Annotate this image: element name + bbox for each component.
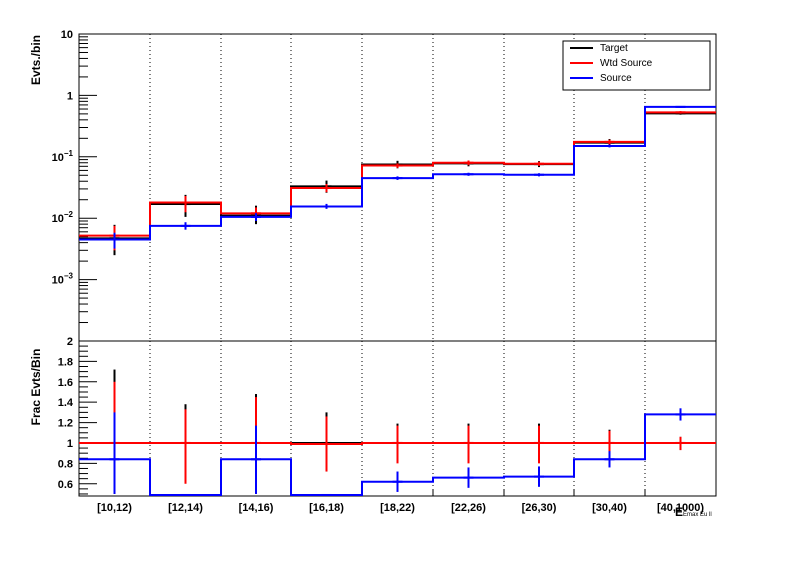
top-series-wtd-source	[79, 111, 716, 237]
bottom-y-tick-label: 1.6	[58, 377, 73, 389]
bottom-y-tick-label: 1.2	[58, 418, 73, 430]
bottom-y-tick-label: 1.8	[58, 356, 73, 368]
x-tick-label: [40,1000)	[657, 502, 704, 514]
bottom-y-tick-label: 0.6	[58, 479, 73, 491]
x-tick-label: [26,30)	[522, 502, 557, 514]
top-series-source	[79, 105, 716, 241]
bottom-y-tick-label: 0.8	[58, 458, 73, 470]
legend: Target Wtd Source Source	[562, 40, 711, 91]
x-axis-title-subscript: Emax Eu ll	[683, 512, 712, 518]
top-y-tick-label: 10	[61, 29, 73, 41]
bottom-y-tick-label: 2	[67, 336, 73, 348]
top-series-target	[79, 112, 716, 240]
bottom-series-wtd-source	[79, 441, 716, 445]
legend-label-source: Source	[600, 73, 632, 84]
x-tick-label: [12,14)	[168, 502, 203, 514]
top-y-axis: 10 1 10−1 10−2 10−3	[52, 29, 97, 342]
bottom-y-tick-label: 1.4	[58, 397, 74, 409]
top-y-tick-label: 10−2	[52, 210, 74, 225]
x-tick-label: [22,26)	[451, 502, 486, 514]
x-tick-label: [30,40)	[592, 502, 627, 514]
x-axis-title: E	[675, 505, 683, 519]
bottom-y-axis-title: Frac Evts/Bin	[29, 349, 43, 426]
x-tick-label: [14,16)	[239, 502, 274, 514]
top-y-axis-title: Evts./bin	[29, 35, 43, 85]
bottom-series	[79, 369, 716, 496]
x-tick-label: [16,18)	[309, 502, 344, 514]
bottom-y-tick-label: 1	[67, 438, 73, 450]
bottom-plot-frame	[78, 340, 717, 497]
top-y-tick-label: 10−3	[52, 272, 74, 287]
x-axis: [10,12) [12,14) [14,16) [16,18) [18,22) [22,2…	[78, 490, 717, 514]
legend-label-target: Target	[600, 43, 628, 54]
x-tick-label: [10,12)	[97, 502, 132, 514]
legend-box	[562, 40, 711, 91]
top-y-tick-label: 1	[67, 90, 73, 102]
legend-label-wtd-source: Wtd Source	[600, 58, 653, 69]
bottom-y-axis: 0.6 0.8 1 1.2 1.4 1.6 1.8 2	[58, 336, 97, 495]
top-series	[79, 105, 716, 256]
top-y-tick-label: 10−1	[52, 149, 74, 164]
x-tick-label: [18,22)	[380, 502, 415, 514]
